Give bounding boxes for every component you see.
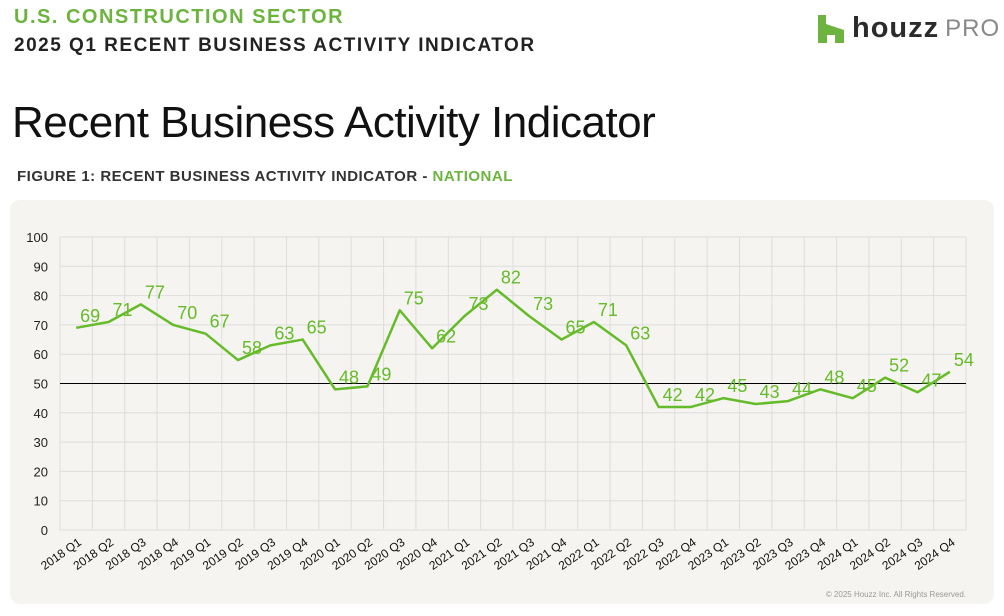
data-label: 73 <box>468 294 488 314</box>
figure-label: FIGURE 1: RECENT BUSINESS ACTIVITY INDIC… <box>17 168 513 185</box>
sector-label: U.S. CONSTRUCTION SECTOR <box>14 6 345 28</box>
data-label: 63 <box>274 323 294 343</box>
y-tick-label: 90 <box>34 259 48 274</box>
y-tick-label: 10 <box>34 494 48 509</box>
chart-panel <box>10 200 994 604</box>
data-label: 49 <box>371 364 391 384</box>
data-label: 47 <box>921 370 941 390</box>
y-tick-label: 80 <box>34 289 48 304</box>
data-label: 48 <box>339 367 359 387</box>
data-label: 82 <box>501 268 521 288</box>
data-label: 48 <box>824 367 844 387</box>
y-tick-label: 100 <box>26 230 48 245</box>
data-label: 43 <box>760 382 780 402</box>
data-label: 69 <box>80 306 100 326</box>
data-label: 42 <box>695 385 715 405</box>
figure-label-text: FIGURE 1: RECENT BUSINESS ACTIVITY INDIC… <box>17 168 433 185</box>
report-subtitle: 2025 Q1 RECENT BUSINESS ACTIVITY INDICAT… <box>14 35 536 56</box>
data-label: 58 <box>242 338 262 358</box>
y-tick-label: 0 <box>41 523 48 538</box>
data-label: 65 <box>307 318 327 338</box>
data-label: 75 <box>404 288 424 308</box>
data-label: 71 <box>598 300 618 320</box>
data-label: 63 <box>630 323 650 343</box>
y-tick-label: 50 <box>34 377 48 392</box>
logo-pro: PRO <box>945 14 1001 42</box>
data-label: 54 <box>954 350 974 370</box>
data-label: 42 <box>663 385 683 405</box>
y-tick-label: 30 <box>34 435 48 450</box>
data-label: 73 <box>533 294 553 314</box>
copyright: © 2025 Houzz Inc. All Rights Reserved. <box>825 590 966 599</box>
series-line-national <box>75 288 951 409</box>
houzz-house-icon <box>818 14 844 43</box>
y-tick-label: 60 <box>34 347 48 362</box>
data-label: 70 <box>177 303 197 323</box>
data-label: 77 <box>145 282 165 302</box>
page-title: Recent Business Activity Indicator <box>12 98 656 147</box>
y-tick-label: 20 <box>34 464 48 479</box>
data-label: 44 <box>792 379 812 399</box>
figure-label-highlight: NATIONAL <box>432 168 513 185</box>
data-label: 71 <box>113 300 133 320</box>
houzz-pro-logo: houzz PRO <box>818 12 1000 45</box>
y-tick-label: 40 <box>34 406 48 421</box>
y-tick-label: 70 <box>34 318 48 333</box>
logo-word: houzz <box>852 12 940 44</box>
data-label: 45 <box>727 376 747 396</box>
data-label: 62 <box>436 326 456 346</box>
data-label: 67 <box>210 312 230 332</box>
data-label: 52 <box>889 356 909 376</box>
data-label: 45 <box>857 376 877 396</box>
data-label: 65 <box>566 318 586 338</box>
